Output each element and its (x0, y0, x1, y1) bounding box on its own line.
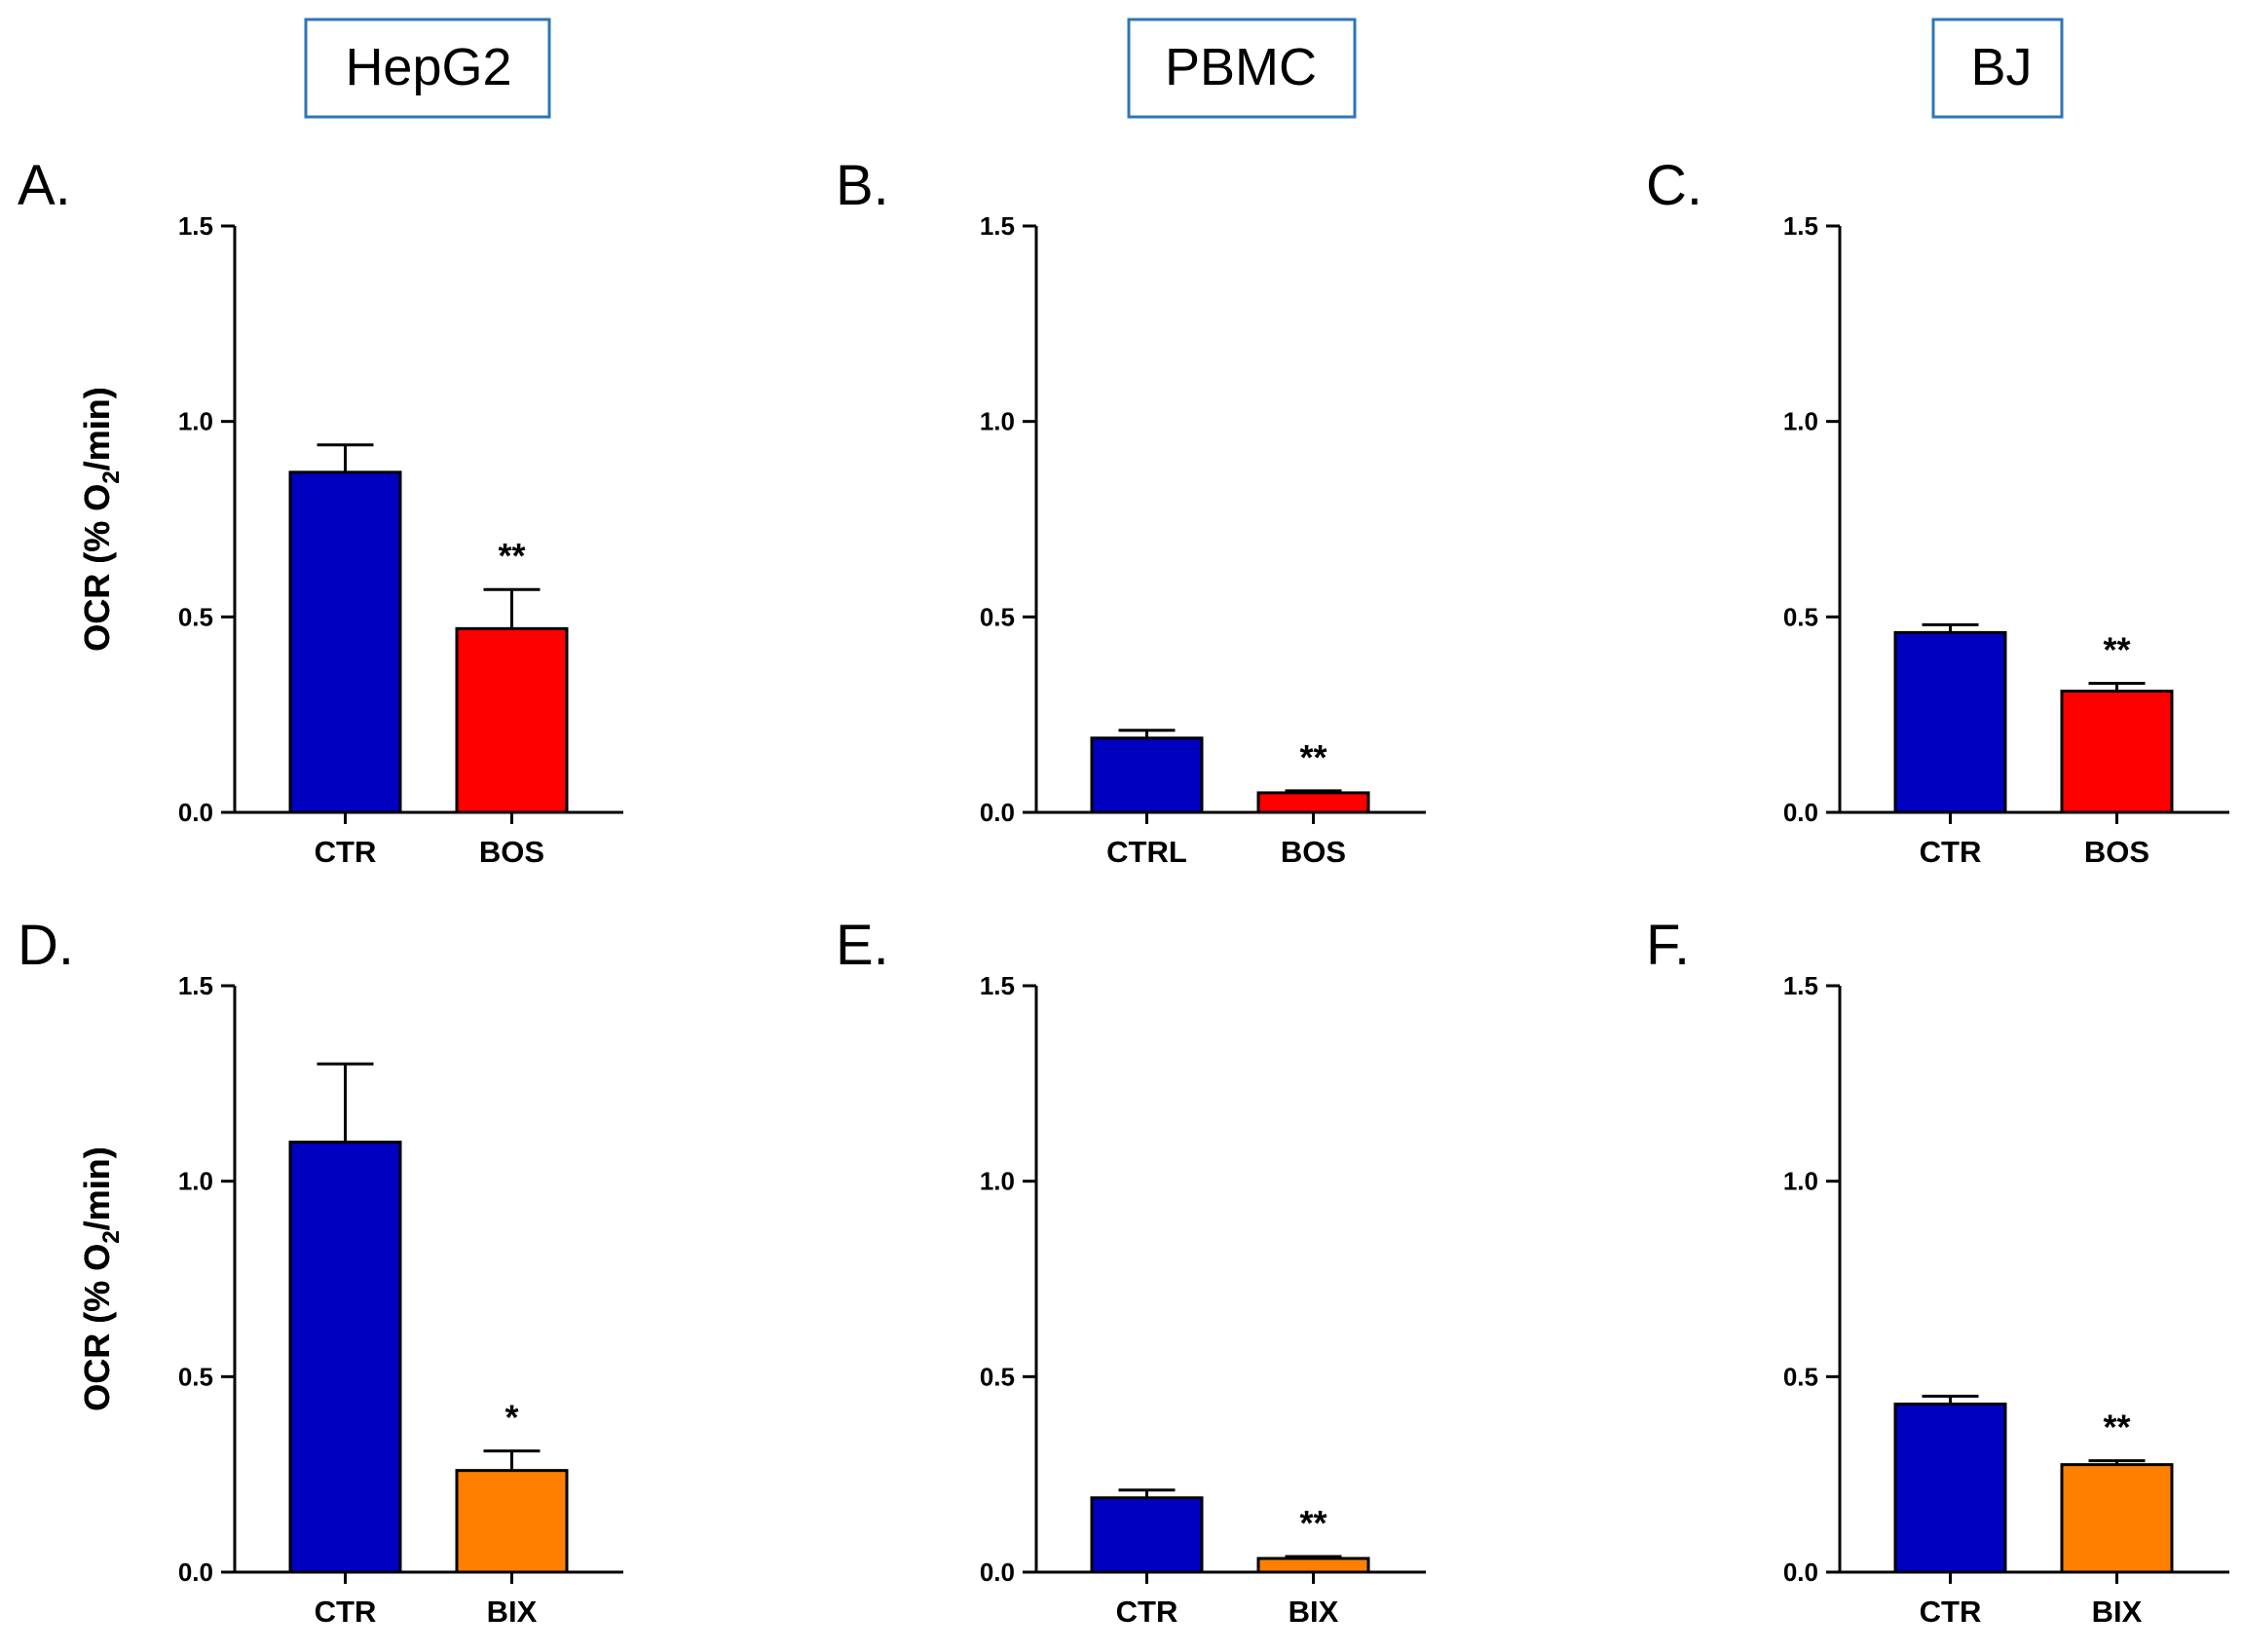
x-tick-label-ctr: CTR (1920, 835, 1982, 869)
x-tick-label-bos: BOS (1281, 835, 1346, 869)
significance-marker: * (504, 1398, 518, 1438)
x-tick-label-bos: BOS (2084, 835, 2149, 869)
x-tick-label-bix: BIX (2092, 1595, 2143, 1629)
y-tick-label: 0.5 (980, 1362, 1015, 1391)
y-axis-label: OCR (% O2/min) (77, 1146, 125, 1410)
y-axis-label: OCR (% O2/min) (77, 387, 125, 651)
panel-e: E. OCR (% O2/min) 0.0 0.5 1.0 1.5 CTR BIX ** (77, 914, 1426, 1629)
y-tick-label: 1.5 (178, 211, 213, 241)
x-tick-label-ctr: CTR (1920, 1595, 1982, 1629)
x-tick-label-ctr: CTR (1116, 1595, 1178, 1629)
panel-label: B. (836, 154, 889, 217)
column-title-text: HepG2 (345, 38, 511, 96)
y-tick-label: 1.5 (178, 971, 213, 1000)
y-tick-label: 1.5 (980, 211, 1015, 241)
y-tick-label: 0.0 (980, 798, 1015, 827)
x-tick-label-ctr: CTR (315, 1595, 377, 1629)
panel-c: C. OCR (% O2/min) 0.0 0.5 1.0 1.5 CTR BOS ** (77, 154, 2229, 869)
y-axis-label: OCR (% O2/min) (77, 387, 125, 651)
column-title-box (1931, 18, 2064, 119)
column-title-bj: BJ (1931, 18, 2064, 119)
panel-f: F. OCR (% O2/min) 0.0 0.5 1.0 1.5 CTR BIX ** (77, 914, 2229, 1629)
y-tick-label: 1.5 (1783, 211, 1818, 241)
y-axis-label: OCR (% O2/min) (77, 1146, 125, 1410)
panel-label: A. (18, 154, 71, 217)
x-tick-label-ctrl: CTRL (1106, 835, 1187, 869)
bar-ctrl (1090, 736, 1204, 814)
x-tick-label-bos: BOS (479, 835, 544, 869)
y-tick-label: 0.5 (1783, 602, 1818, 631)
bar-ctr (1090, 1496, 1204, 1574)
column-title-text: PBMC (1165, 38, 1317, 96)
panel-b: B. OCR (% O2/min) 0.0 0.5 1.0 1.5 CTRL BOS ** (77, 154, 1426, 869)
y-tick-label: 0.0 (178, 1558, 213, 1587)
x-tick-label-bix: BIX (487, 1595, 538, 1629)
bar-bix (2060, 1463, 2174, 1574)
significance-marker: ** (498, 536, 525, 576)
bar-bos (455, 626, 569, 814)
panel-label: C. (1646, 154, 1702, 217)
y-tick-label: 0.0 (980, 1558, 1015, 1587)
panel-d: D. OCR (% O2/min) 0.0 0.5 1.0 1.5 CTR BIX * (18, 914, 623, 1629)
column-title-box (1127, 18, 1357, 119)
y-tick-label: 1.0 (1783, 407, 1818, 436)
x-tick-label-bix: BIX (1289, 1595, 1339, 1629)
panels: A. OCR (% O2/min) 0.0 0.5 1.0 1.5 CTR BOS ** B. OC… (18, 154, 2229, 1629)
column-titles: HepG2 PBMC BJ (304, 18, 2064, 119)
bar-bos (1256, 791, 1370, 814)
y-axis-label: OCR (% O2/min) (77, 387, 125, 651)
column-title-text: BJ (1970, 38, 2032, 96)
y-tick-label: 1.5 (1783, 971, 1818, 1000)
y-tick-label: 0.5 (178, 602, 213, 631)
panel-label: E. (836, 914, 889, 977)
panel-label: D. (18, 914, 74, 977)
significance-marker: ** (2103, 630, 2130, 670)
bar-ctr (288, 1141, 402, 1574)
significance-marker: ** (1299, 1503, 1327, 1543)
y-tick-label: 0.0 (178, 798, 213, 827)
y-tick-label: 0.0 (1783, 1558, 1818, 1587)
y-tick-label: 0.5 (178, 1362, 213, 1391)
y-tick-label: 0.5 (1783, 1362, 1818, 1391)
column-title-pbmc: PBMC (1127, 18, 1357, 119)
y-tick-label: 1.0 (1783, 1167, 1818, 1196)
bar-ctr (1893, 1402, 2007, 1574)
y-tick-label: 0.5 (980, 602, 1015, 631)
bar-bix (455, 1469, 569, 1574)
significance-marker: ** (1299, 737, 1327, 777)
y-tick-label: 1.5 (980, 971, 1015, 1000)
y-tick-label: 1.0 (980, 1167, 1015, 1196)
y-tick-label: 1.0 (178, 1167, 213, 1196)
significance-marker: ** (2103, 1408, 2130, 1447)
column-title-box (304, 18, 551, 119)
bar-ctr (288, 470, 402, 814)
y-tick-label: 0.0 (1783, 798, 1818, 827)
bar-ctr (1893, 630, 2007, 814)
y-tick-label: 1.0 (980, 407, 1015, 436)
bar-bos (2060, 690, 2174, 814)
y-tick-label: 1.0 (178, 407, 213, 436)
panel-a: A. OCR (% O2/min) 0.0 0.5 1.0 1.5 CTR BOS ** (18, 154, 623, 869)
y-axis-label: OCR (% O2/min) (77, 1146, 125, 1410)
x-tick-label-ctr: CTR (315, 835, 377, 869)
column-title-hepg2: HepG2 (304, 18, 551, 119)
bar-bix (1256, 1557, 1370, 1574)
panel-label: F. (1646, 914, 1690, 977)
